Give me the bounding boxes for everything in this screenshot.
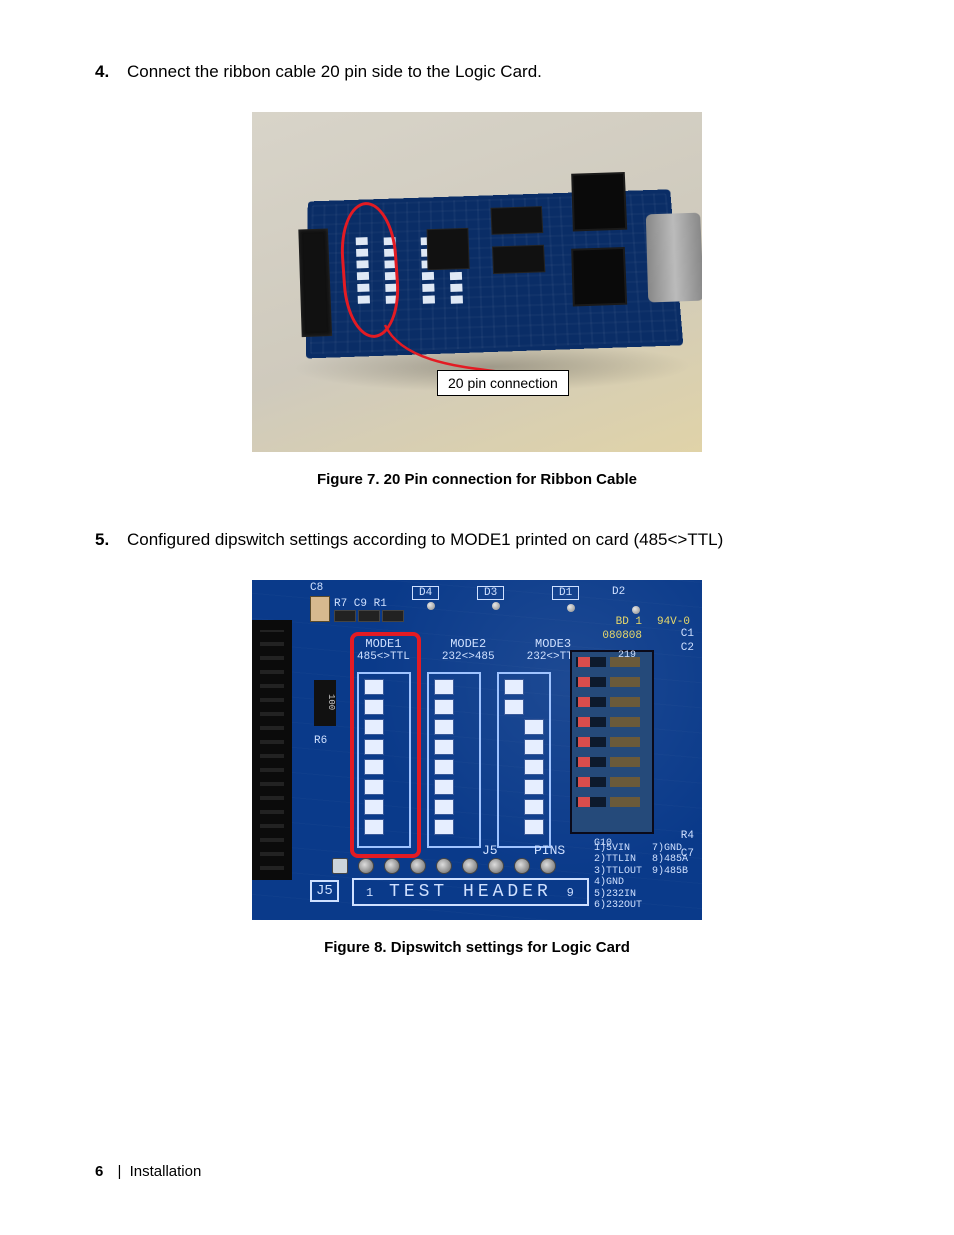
step-4-text: Connect the ribbon cable 20 pin side to … <box>127 60 859 84</box>
silk-r6: R6 <box>314 735 327 747</box>
silk-j5-box: J5 <box>310 880 339 902</box>
silk-j5-head: J5 <box>482 843 498 858</box>
footer-section: Installation <box>130 1163 202 1180</box>
page-number: 6 <box>95 1163 103 1180</box>
silk-d3: D3 <box>477 586 504 600</box>
silk-date: 080808 <box>602 630 642 642</box>
step-4: 4. Connect the ribbon cable 20 pin side … <box>95 60 859 84</box>
dipswitch: 219 <box>570 650 654 834</box>
silk-test-header-text: TEST HEADER <box>389 882 552 902</box>
step-5: 5. Configured dipswitch settings accordi… <box>95 528 859 552</box>
mode3-column <box>497 672 551 848</box>
silk-r4: R4 <box>681 830 694 842</box>
step-5-text: Configured dipswitch settings according … <box>127 528 859 552</box>
annotation-rectangle <box>350 632 421 858</box>
silk-j5-9: 9 <box>567 886 575 900</box>
figure-8-image: C8 R7 C9 R1 D4 D3 D1 D2 BD 1 94V-0 08080… <box>252 580 702 920</box>
figure-7-annotation-label: 20 pin connection <box>437 370 569 396</box>
silk-pins-list-b: 7)GND 8)485A 9)485B <box>652 843 688 912</box>
step-5-number: 5. <box>95 528 117 552</box>
document-page: 4. Connect the ribbon cable 20 pin side … <box>0 0 954 1235</box>
mode2-column <box>427 672 481 848</box>
silk-94v: 94V-0 <box>657 616 690 628</box>
silk-d1: D1 <box>552 586 579 600</box>
silk-j5-1: 1 <box>366 886 374 900</box>
silk-d4: D4 <box>412 586 439 600</box>
silk-pins-list: 1)5VIN 2)TTLIN 3)TTLOUT 4)GND 5)232IN 6)… <box>594 843 688 912</box>
page-footer: 6 | Installation <box>95 1163 201 1180</box>
silk-r7c9r1: R7 C9 R1 <box>334 598 387 610</box>
silk-c1: C1 <box>681 628 694 640</box>
j5-header-row <box>332 858 556 874</box>
resistor-r100: 100 <box>314 680 336 726</box>
figure-8-caption: Figure 8. Dipswitch settings for Logic C… <box>95 939 859 956</box>
silk-test-header: 1 TEST HEADER 9 <box>352 878 589 906</box>
silk-pins-list-a: 1)5VIN 2)TTLIN 3)TTLOUT 4)GND 5)232IN 6)… <box>594 843 642 912</box>
silk-c2: C2 <box>681 642 694 654</box>
footer-separator: | <box>118 1163 122 1180</box>
silk-mode2-sub: 232<>485 <box>442 651 495 663</box>
silk-bd1: BD 1 <box>616 616 642 628</box>
silk-d2: D2 <box>612 586 625 598</box>
figure-7-image: 20 pin connection <box>252 112 702 452</box>
silk-c8: C8 <box>310 582 323 594</box>
silk-mode2: MODE2 <box>442 638 495 651</box>
figure-7-block: 20 pin connection Figure 7. 20 Pin conne… <box>95 112 859 488</box>
step-4-number: 4. <box>95 60 117 84</box>
figure-8-block: C8 R7 C9 R1 D4 D3 D1 D2 BD 1 94V-0 08080… <box>95 580 859 956</box>
silk-sw219: 219 <box>618 650 636 661</box>
figure-7-caption: Figure 7. 20 Pin connection for Ribbon C… <box>95 471 859 488</box>
silk-pins-head: PINS <box>534 843 565 858</box>
